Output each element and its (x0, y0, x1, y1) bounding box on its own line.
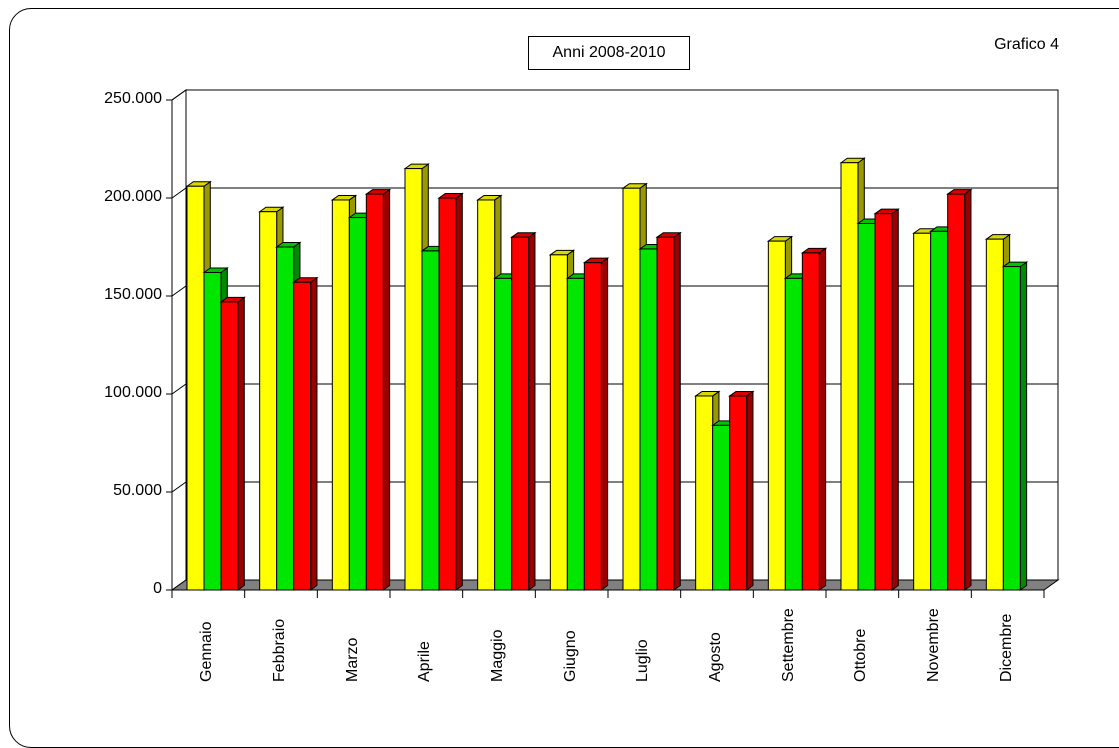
x-tick-label: Maggio (489, 629, 506, 682)
chart-title: Anni 2008-2010 (528, 36, 690, 70)
x-tick-label: Aprile (416, 641, 434, 682)
x-tick-label: Novembre (925, 608, 942, 682)
bar-side (310, 276, 318, 591)
bar (438, 197, 457, 591)
bar (930, 230, 949, 591)
x-tick-label: Ottobre (852, 628, 870, 682)
bar (404, 168, 423, 591)
y-tick-label: 100.000 (104, 384, 162, 401)
bar (583, 262, 602, 591)
bar (985, 238, 1004, 591)
gridline (171, 383, 1058, 395)
x-tick-label: Febbraio (271, 618, 288, 682)
bar (857, 222, 876, 591)
bar (511, 236, 530, 591)
bar (712, 424, 731, 591)
bar-side (382, 188, 391, 591)
bar (656, 236, 675, 591)
y-tick-label: 250.000 (104, 90, 162, 107)
x-tick-label: Settembre (779, 608, 797, 682)
x-tick-label: Luglio (634, 639, 652, 682)
bar (801, 252, 820, 591)
bar (259, 211, 278, 591)
bar (947, 193, 966, 591)
gridline (171, 285, 1058, 297)
chart-plot (166, 89, 1060, 598)
x-tick-label: Agosto (707, 632, 724, 682)
bar-side (746, 390, 754, 591)
bar (784, 277, 803, 591)
back-wall (185, 89, 1059, 581)
bar (421, 250, 440, 591)
bar (622, 187, 641, 591)
y-tick-label: 0 (153, 580, 162, 597)
bar-side (600, 257, 609, 591)
bar (549, 254, 568, 591)
bar (729, 395, 748, 591)
gridline (171, 187, 1058, 199)
bar-side (1019, 261, 1028, 591)
y-tick-label: 200.000 (104, 188, 162, 205)
bar (293, 281, 312, 591)
bar (477, 199, 496, 591)
x-tick-label: Marzo (343, 637, 361, 682)
bar-side (818, 247, 827, 591)
bar (566, 277, 585, 591)
x-tick-label: Giugno (561, 630, 579, 682)
bar (331, 199, 350, 591)
bar (365, 193, 384, 591)
bar (913, 232, 932, 591)
bar (840, 162, 859, 591)
bar (1002, 266, 1021, 591)
bar (767, 240, 786, 591)
x-tick-label: Gennaio (198, 621, 216, 683)
bar (494, 277, 513, 591)
side-wall (171, 89, 187, 591)
bar (186, 185, 205, 591)
bar-side (528, 231, 536, 591)
bar (639, 248, 658, 591)
bar-side (891, 208, 899, 591)
y-tick-label: 50.000 (113, 482, 162, 499)
bar-side (964, 188, 972, 591)
bar (276, 246, 295, 591)
bar-side (673, 231, 681, 591)
bar (203, 271, 222, 591)
bar (348, 217, 367, 591)
bar (874, 213, 893, 591)
bar-side (455, 192, 463, 591)
bar (695, 395, 714, 591)
bar-side (237, 296, 245, 591)
gridline (171, 481, 1058, 493)
x-tick-label: Dicembre (997, 613, 1015, 682)
y-tick-label: 150.000 (104, 286, 162, 303)
bar (220, 301, 239, 591)
chart-tag: Grafico 4 (994, 36, 1059, 53)
gridline (171, 89, 1058, 101)
